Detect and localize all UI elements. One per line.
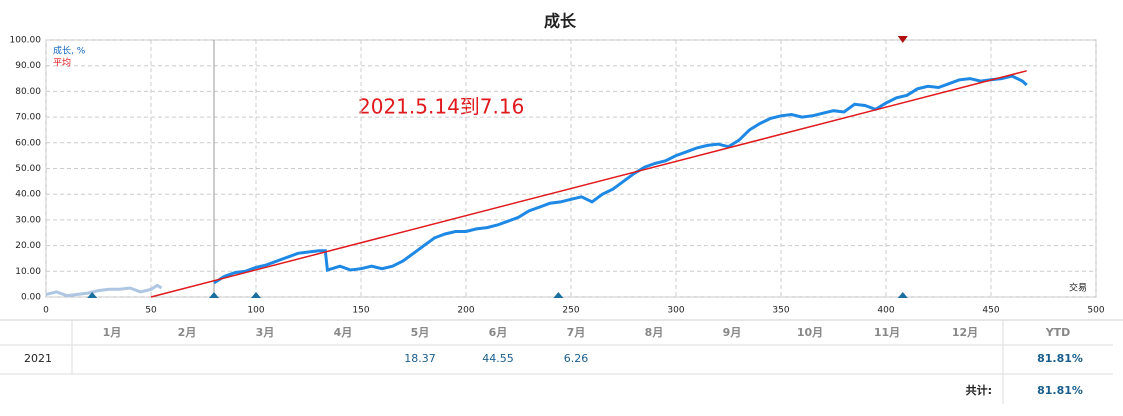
table-header: 3月 xyxy=(256,326,275,339)
table-header: 5月 xyxy=(411,326,430,339)
x-tick-label: 350 xyxy=(772,306,789,316)
total-value: 81.81% xyxy=(1037,384,1083,397)
y-tick-label: 0.00 xyxy=(21,293,41,303)
x-tick-label: 200 xyxy=(457,306,474,316)
total-label: 共计: xyxy=(966,383,992,397)
trade-marker xyxy=(553,292,564,298)
table-header: 1月 xyxy=(103,326,122,339)
table-header: 2月 xyxy=(178,326,197,339)
table-cell: 18.37 xyxy=(404,352,436,365)
x-tick-label: 400 xyxy=(877,306,894,316)
x-tick-label: 100 xyxy=(247,306,264,316)
table-header: 10月 xyxy=(797,326,823,339)
row-year: 2021 xyxy=(24,352,52,365)
line-piece xyxy=(45,283,163,298)
table-header: 9月 xyxy=(723,326,742,339)
x-tick-label: 150 xyxy=(352,306,369,316)
legend-entry: 成长, % xyxy=(53,45,86,57)
chart-title: 成长 xyxy=(544,12,577,31)
line-piece xyxy=(213,74,1028,285)
top-marker xyxy=(897,36,908,43)
ytd-cell: 81.81% xyxy=(1037,352,1083,365)
y-tick-label: 90.00 xyxy=(15,61,41,71)
y-tick-label: 10.00 xyxy=(15,267,41,277)
y-tick-label: 100.00 xyxy=(10,36,42,46)
table-header: 7月 xyxy=(567,326,586,339)
x-tick-label: 300 xyxy=(667,306,684,316)
x-tick-label: 500 xyxy=(1087,306,1104,316)
table-header: 12月 xyxy=(952,326,978,339)
x-tick-label: 0 xyxy=(43,306,49,316)
x-tick-label: 50 xyxy=(145,306,157,316)
line-series xyxy=(150,70,1027,298)
table-header: 8月 xyxy=(645,326,664,339)
legend-entry: 平均 xyxy=(53,57,71,69)
table-cell: 6.26 xyxy=(564,352,589,365)
annotation: 2021.5.14到7.16 xyxy=(358,95,524,119)
trade-marker xyxy=(87,292,98,298)
y-tick-label: 60.00 xyxy=(15,138,41,148)
trade-marker xyxy=(209,292,219,298)
table-header: 4月 xyxy=(334,326,353,339)
x-tick-label: 250 xyxy=(562,306,579,316)
y-tick-label: 50.00 xyxy=(15,164,41,174)
table-header: 11月 xyxy=(874,326,900,339)
trade-marker xyxy=(897,292,908,298)
x-axis-label: 交易 xyxy=(1069,282,1087,294)
y-tick-label: 70.00 xyxy=(15,113,41,123)
y-tick-label: 30.00 xyxy=(15,215,41,225)
x-tick-label: 450 xyxy=(982,306,999,316)
table-header: 6月 xyxy=(489,326,508,339)
trade-marker xyxy=(251,292,261,298)
table-cell: 44.55 xyxy=(482,352,514,365)
y-tick-label: 80.00 xyxy=(15,87,41,97)
y-tick-label: 20.00 xyxy=(15,241,41,251)
table-header: YTD xyxy=(1045,326,1071,339)
y-tick-label: 40.00 xyxy=(15,190,41,200)
